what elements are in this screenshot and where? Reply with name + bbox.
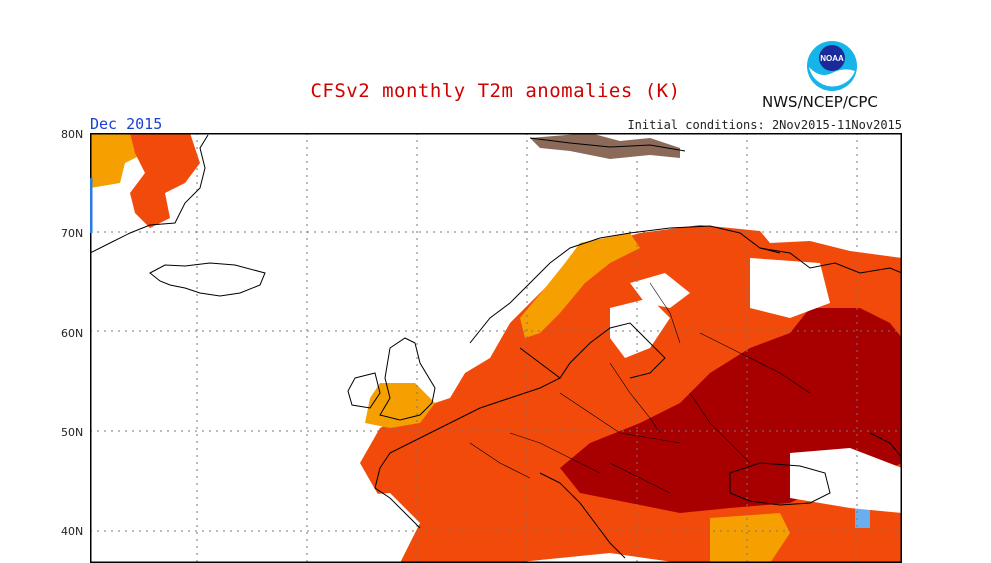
lat-label-80n: 80N [61,128,84,141]
caucasus-no-anomaly [790,448,902,513]
black-sea-coast [729,462,831,506]
continent-coast [374,377,561,529]
map-title: CFSv2 monthly T2m anomalies (K) [310,80,681,102]
lat-label-50n: 50N [61,426,84,439]
lat-label-70n: 70N [61,227,84,240]
logo-text: NOAA [820,54,844,63]
iceland-coast [149,262,266,297]
britain-coast [379,337,436,421]
scandinavia-coast [469,225,781,344]
initial-conditions: Initial conditions: 2Nov2015-11Nov2015 [627,118,902,132]
southeast-anomaly-low [710,513,790,563]
britain-anomaly-low [365,383,435,428]
coastlines [90,134,902,559]
greenland-anomaly-mid [130,133,200,228]
country-borders [469,282,811,494]
baltic-coast [519,322,666,379]
iberia-no-anomaly [310,493,420,563]
ireland-coast [347,372,381,409]
forecast-month: Dec 2015 [90,115,163,133]
anomaly-fill-layer [90,133,902,563]
anomaly-map [90,133,902,563]
noaa-logo-icon: NOAA [807,41,857,91]
svalbard-coast [529,137,686,152]
caspian-coast [869,432,902,459]
scandinavia-anomaly-low [520,233,640,338]
finland-no-anomaly [630,273,690,308]
italy-coast [539,472,626,559]
lat-label-60n: 60N [61,327,84,340]
agency-label: NWS/NCEP/CPC [762,93,878,111]
lat-label-40n: 40N [61,525,84,538]
baltic-no-anomaly [610,298,670,358]
graticule [90,133,902,563]
russia-north-no-anomaly [750,258,830,318]
white-sea-coast [759,247,902,274]
greenland-anomaly-low [90,133,145,188]
greenland-coast [90,134,209,254]
